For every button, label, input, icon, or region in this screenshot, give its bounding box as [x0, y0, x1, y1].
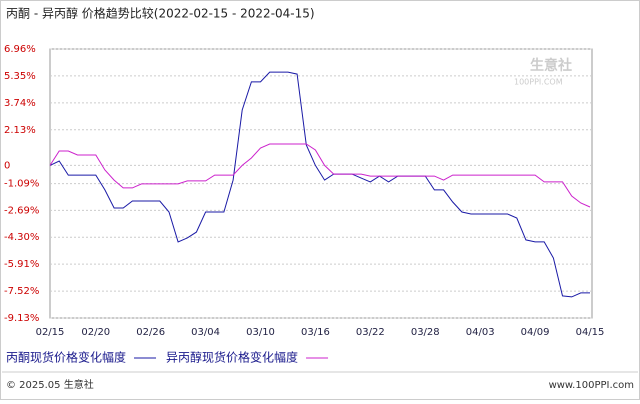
x-tick-label: 03/16 [301, 327, 330, 338]
x-tick-label: 02/20 [81, 327, 110, 338]
y-tick-label: 2.13% [4, 125, 36, 136]
series-line [49, 143, 591, 208]
watermark: 生意社 [530, 57, 572, 74]
chart-title: 丙酮 - 异丙醇 价格趋势比较(2022-02-15 - 2022-04-15) [6, 6, 315, 21]
y-tick-label: -1.09% [4, 179, 39, 190]
y-tick-label: -9.13% [4, 313, 39, 324]
y-tick-label: -5.91% [4, 259, 39, 270]
x-tick-label: 04/09 [521, 327, 550, 338]
x-tick-label: 02/15 [36, 327, 65, 338]
legend-label: 丙酮现货价格变化幅度 [6, 350, 126, 365]
y-tick-label: -7.52% [4, 286, 39, 297]
footer-left: © 2025.05 生意社 [6, 378, 94, 391]
x-tick-label: 03/04 [191, 327, 220, 338]
x-tick-label: 03/22 [356, 327, 385, 338]
y-tick-label: -4.30% [4, 232, 39, 243]
y-tick-label: 3.74% [4, 98, 36, 109]
series-line [49, 71, 590, 298]
watermark-sub: 100PPI.COM [514, 78, 563, 87]
y-tick-label: -2.69% [4, 205, 39, 216]
y-tick-label: 5.35% [4, 71, 36, 82]
x-tick-label: 04/15 [576, 327, 605, 338]
x-tick-label: 03/28 [411, 327, 440, 338]
y-tick-label: 0 [4, 160, 10, 171]
x-tick-label: 02/26 [136, 327, 165, 338]
y-tick-label: 6.96% [4, 44, 36, 55]
x-tick-label: 04/03 [466, 327, 495, 338]
footer-right: www.100PPI.com [549, 380, 634, 391]
legend-label: 异丙醇现货价格变化幅度 [166, 350, 298, 365]
x-tick-label: 03/10 [246, 327, 275, 338]
